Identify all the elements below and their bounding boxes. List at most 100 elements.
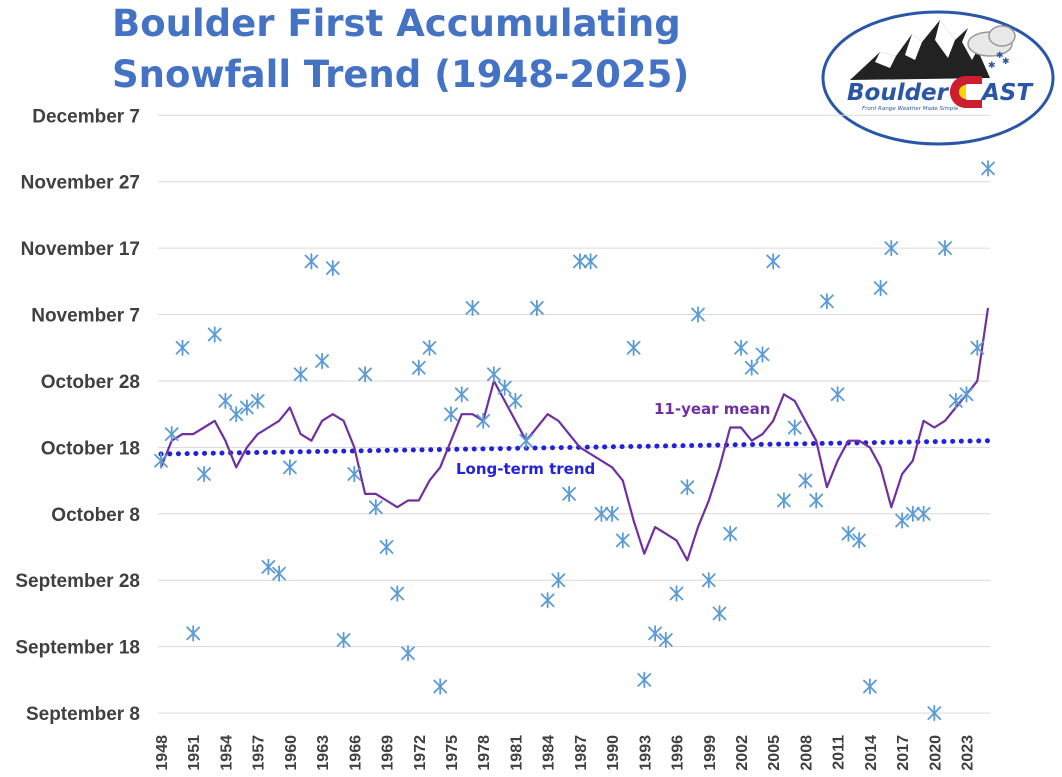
data-point — [712, 605, 727, 622]
data-point — [777, 492, 791, 509]
x-tick-label: 2011 — [831, 735, 848, 770]
data-point — [207, 326, 222, 343]
data-point — [497, 379, 512, 396]
data-point — [347, 465, 362, 483]
x-tick-label: 1966 — [347, 735, 364, 771]
mean-series — [159, 307, 990, 562]
data-point — [723, 525, 738, 542]
data-point — [562, 485, 576, 502]
x-tick-label: 2008 — [798, 735, 815, 771]
data-point — [959, 386, 974, 403]
data-point — [787, 419, 802, 436]
x-tick-label: 2023 — [960, 735, 977, 771]
y-tick-label: November 17 — [21, 239, 140, 260]
x-tick-label: 1957 — [251, 735, 268, 771]
data-point — [573, 253, 587, 270]
y-tick-label: October 18 — [41, 438, 140, 459]
data-point — [852, 532, 866, 549]
data-point — [530, 299, 544, 316]
data-point — [744, 359, 759, 376]
x-tick-label: 1975 — [444, 735, 461, 771]
svg-text:✱: ✱ — [988, 61, 996, 71]
data-point — [734, 339, 748, 356]
data-point — [927, 704, 942, 722]
y-tick-label: September 28 — [15, 571, 140, 592]
data-point — [508, 392, 523, 409]
x-tick-label: 1978 — [476, 735, 493, 771]
x-tick-label: 1951 — [186, 735, 203, 771]
data-point — [261, 558, 276, 576]
data-point — [583, 253, 598, 270]
x-tick-label: 2005 — [766, 735, 783, 771]
data-point — [755, 346, 770, 363]
x-tick-label: 1990 — [605, 735, 622, 771]
y-tick-label: September 8 — [26, 704, 140, 725]
mean-annotation: 11-year mean — [654, 400, 770, 418]
x-tick-label: 1993 — [637, 735, 654, 771]
data-point — [916, 505, 931, 522]
x-tick-label: 1948 — [154, 735, 171, 771]
data-point — [250, 392, 265, 409]
data-point — [905, 505, 920, 522]
data-point — [422, 339, 437, 356]
x-tick-label: 2017 — [895, 735, 912, 771]
data-point — [981, 160, 995, 177]
x-tick-label: 1969 — [380, 735, 397, 771]
mean-line — [159, 307, 990, 562]
data-point — [175, 339, 190, 356]
data-point — [444, 406, 458, 423]
data-point — [368, 499, 383, 516]
x-tick-label: 2014 — [863, 735, 880, 771]
data-point — [239, 399, 254, 416]
data-point — [454, 386, 469, 403]
data-point — [637, 671, 652, 689]
data-point — [325, 260, 340, 277]
x-tick-label: 1972 — [412, 735, 429, 771]
data-point — [841, 525, 856, 542]
data-point — [315, 352, 330, 370]
data-point — [895, 512, 909, 529]
x-tick-label: 2020 — [927, 735, 944, 771]
data-point — [304, 253, 319, 270]
data-point — [379, 538, 394, 556]
y-tick-label: October 8 — [51, 505, 140, 526]
data-point — [390, 585, 405, 602]
data-point — [336, 631, 351, 649]
axes: September 8 September 18 September 28 Octob… — [15, 106, 976, 770]
chart-title-line-2: Snowfall Trend (1948-2025) — [112, 53, 689, 96]
data-point — [551, 572, 566, 589]
cloud-icon — [967, 25, 1016, 57]
data-point — [229, 406, 244, 423]
data-point — [272, 565, 287, 582]
colorado-c-icon — [950, 76, 984, 108]
data-point — [186, 625, 201, 642]
y-tick-label: November 27 — [21, 173, 140, 194]
data-point — [615, 532, 630, 549]
data-point — [680, 479, 695, 496]
data-point — [433, 678, 448, 695]
data-point — [798, 472, 813, 489]
x-tick-label: 1954 — [218, 735, 235, 771]
data-point — [658, 631, 673, 649]
data-point — [669, 585, 684, 602]
data-point — [293, 366, 308, 383]
trend-annotation: Long-term trend — [456, 460, 595, 478]
data-point — [873, 279, 888, 297]
data-point — [540, 592, 555, 609]
data-point — [519, 432, 534, 449]
data-point — [605, 505, 619, 522]
data-point — [358, 366, 373, 383]
data-point — [701, 572, 716, 589]
snowflake-icon: ✱ ✱✱ — [988, 51, 1010, 71]
data-point — [648, 625, 662, 642]
x-tick-label: 1999 — [702, 735, 719, 771]
data-point — [820, 293, 834, 310]
data-point — [766, 253, 781, 270]
scatter-series — [154, 160, 995, 722]
x-tick-label: 1963 — [315, 735, 332, 771]
data-point — [884, 240, 899, 257]
logo-word-boulder: Boulder — [847, 80, 950, 106]
y-tick-label: October 28 — [41, 372, 140, 393]
x-tick-label: 1981 — [508, 735, 525, 771]
